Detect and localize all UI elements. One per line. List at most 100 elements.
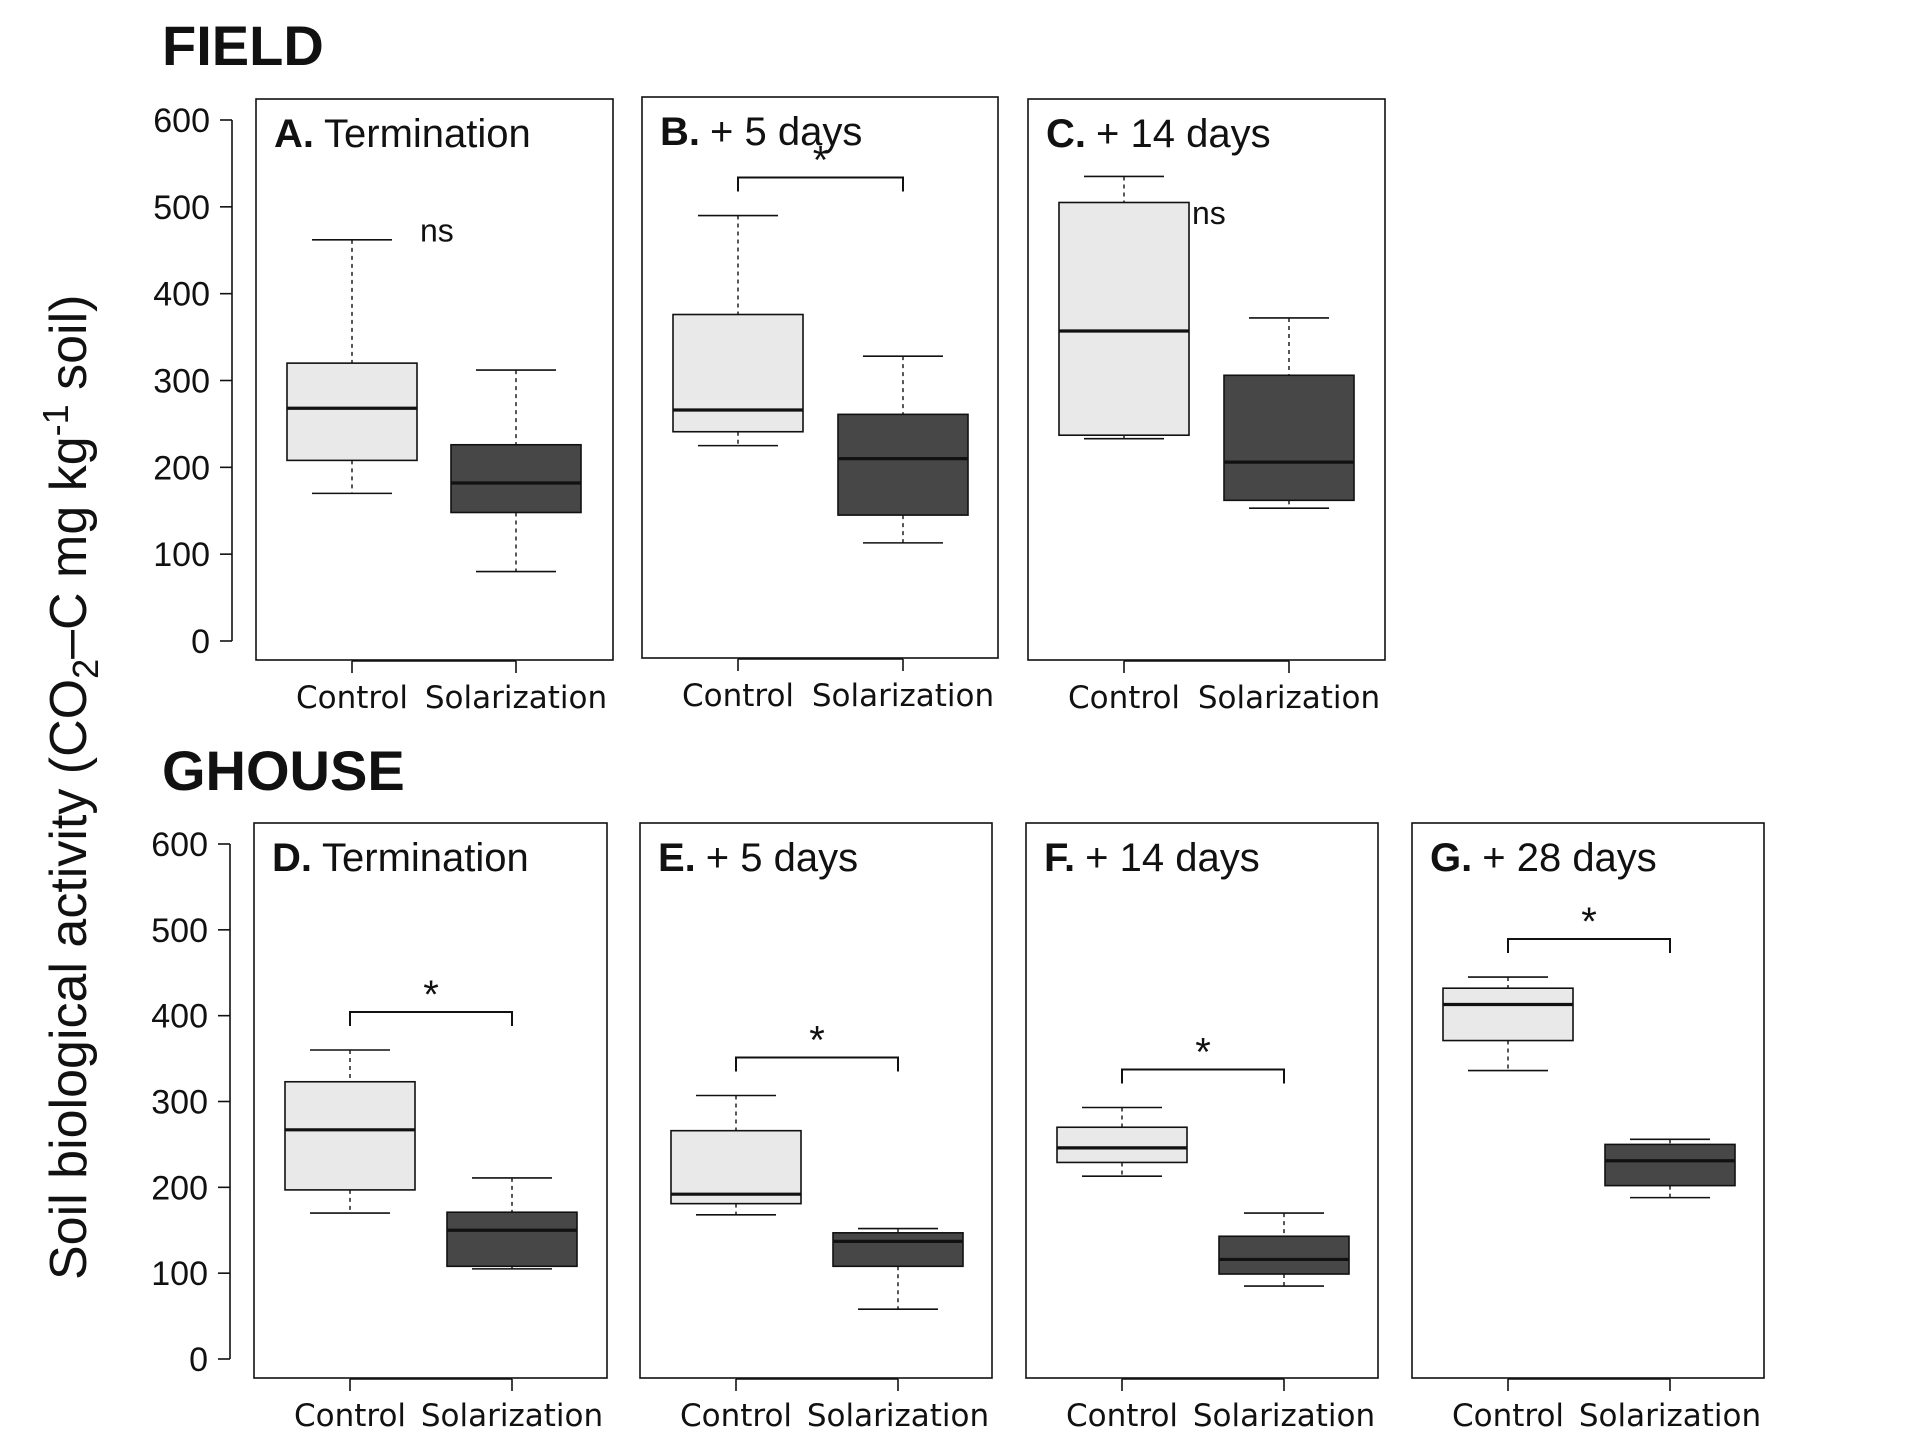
panel-g-frame	[1411, 822, 1765, 1379]
panel-b: B. + 5 days Control Solarization *	[641, 96, 999, 714]
panel-c-box-solarization	[1223, 317, 1355, 509]
panel-a-y-tick-label-300: 300	[153, 363, 210, 401]
panel-c-title-letter: C.	[1046, 112, 1086, 156]
panel-e-box-control	[670, 1094, 802, 1216]
panel-a-y-tick-label-400: 400	[153, 276, 210, 314]
panel-e-box-solarization	[832, 1227, 964, 1311]
panel-d-y-tick-label-500: 500	[151, 912, 208, 950]
panel-e-title-text: + 5 days	[706, 836, 858, 880]
panel-g-significance-bracket	[1507, 938, 1671, 954]
panel-f-x-label-control: Control	[1066, 1398, 1178, 1431]
y-axis-label-end: soil)	[40, 295, 98, 405]
panel-a-box-solarization	[450, 369, 582, 573]
panel-a: A. Termination 0 100 200 300 400 500 600 Control S…	[153, 98, 614, 716]
panel-d-y-tick-label-600: 600	[151, 826, 208, 864]
panel-d-box-control-iqr	[284, 1080, 416, 1191]
panel-d-y-tick-label-400: 400	[151, 998, 208, 1036]
panel-e-significance-label: *	[809, 1018, 825, 1062]
panel-g-title-text: + 28 days	[1482, 836, 1657, 880]
panel-a-title-letter: A.	[274, 112, 314, 156]
group-title-field: FIELD	[162, 14, 324, 77]
panel-c-title: C. + 14 days	[1046, 112, 1271, 156]
panel-f-x-label-solarization: Solarization	[1193, 1398, 1375, 1431]
panel-g-box-solarization	[1604, 1138, 1736, 1199]
panel-d-title: D. Termination	[272, 836, 529, 880]
panel-b-box-control	[672, 214, 804, 447]
panel-d-box-solarization-iqr	[446, 1211, 578, 1268]
panel-f-box-solarization-iqr	[1218, 1235, 1350, 1275]
panel-c-box-control	[1058, 175, 1190, 440]
panel-f-box-control-iqr	[1056, 1126, 1188, 1164]
group-title-ghouse: GHOUSE	[162, 739, 405, 802]
panel-b-box-control-iqr	[672, 313, 804, 433]
panel-d-y-tick-label-200: 200	[151, 1169, 208, 1207]
panel-e-significance-bracket	[735, 1056, 899, 1072]
y-axis-label: Soil biological activity (CO2–C mg kg-1 …	[35, 295, 106, 1280]
panel-d-y-tick-label-300: 300	[151, 1084, 208, 1122]
panel-g-x-label-solarization: Solarization	[1579, 1398, 1761, 1431]
panel-c-box-solarization-iqr	[1223, 374, 1355, 502]
panel-c-box-control-iqr	[1058, 201, 1190, 437]
panel-a-box-solarization-iqr	[450, 443, 582, 514]
panel-d-title-text: Termination	[322, 836, 529, 880]
panel-b-title: B. + 5 days	[660, 110, 862, 154]
panel-d-x-label-solarization: Solarization	[421, 1398, 603, 1431]
panel-c-title-text: + 14 days	[1096, 112, 1271, 156]
panel-e-frame	[639, 822, 993, 1379]
y-axis-label-sub: 2	[65, 659, 106, 679]
panel-e-box-solarization-iqr	[832, 1232, 964, 1268]
panel-f-title-text: + 14 days	[1085, 836, 1260, 880]
panel-e-x-label-solarization: Solarization	[807, 1398, 989, 1431]
panel-b-title-text: + 5 days	[710, 110, 862, 154]
panel-f-box-solarization	[1218, 1212, 1350, 1287]
panel-a-box-control	[286, 239, 418, 495]
panel-d-y-tick-label-100: 100	[151, 1255, 208, 1293]
panel-b-x-label-control: Control	[682, 678, 794, 714]
panel-d-frame	[253, 822, 608, 1379]
panel-f: F. + 14 days Control Solarization *	[1025, 822, 1379, 1431]
panel-c: C. + 14 days Control Solarization ns	[1027, 98, 1386, 716]
panel-c-x-label-solarization: Solarization	[1198, 680, 1380, 716]
panel-a-frame	[255, 98, 614, 661]
panel-e-title: E. + 5 days	[658, 836, 858, 880]
panel-b-significance-bracket	[737, 176, 904, 192]
panel-a-y-tick-label-200: 200	[153, 449, 210, 487]
panel-d: D. Termination 0 100 200 300 400 500 600 Control S…	[151, 822, 608, 1431]
panel-a-title: A. Termination	[274, 112, 531, 156]
panel-g-title-letter: G.	[1430, 836, 1472, 880]
panel-e-title-letter: E.	[658, 836, 696, 880]
panel-b-title-letter: B.	[660, 110, 700, 154]
panel-a-y-tick-label-600: 600	[153, 102, 210, 140]
panel-b-box-solarization	[837, 355, 969, 544]
panel-a-y-tick-label-0: 0	[191, 623, 210, 661]
panel-a-x-label-solarization: Solarization	[425, 680, 607, 716]
panel-a-significance-label: ns	[420, 213, 454, 249]
panel-g-title: G. + 28 days	[1430, 836, 1657, 880]
panel-a-y-tick-label-100: 100	[153, 536, 210, 574]
panel-b-significance-label: *	[813, 139, 829, 183]
panel-c-frame	[1027, 98, 1386, 661]
panel-e-box-control-iqr	[670, 1129, 802, 1205]
panel-d-significance-bracket	[349, 1011, 513, 1026]
y-axis-label-mid: –C mg kg	[40, 436, 98, 659]
panel-d-box-control	[284, 1049, 416, 1214]
panel-b-frame	[641, 96, 999, 659]
y-axis-label-main: Soil biological activity (CO	[40, 679, 98, 1280]
panel-g-x-label-control: Control	[1452, 1398, 1564, 1431]
panel-g-box-solarization-iqr	[1604, 1143, 1736, 1187]
panel-a-title-text: Termination	[324, 112, 531, 156]
panel-f-box-control	[1056, 1106, 1188, 1177]
panel-e: E. + 5 days Control Solarization *	[639, 822, 993, 1431]
panel-d-box-solarization	[446, 1177, 578, 1270]
panel-c-x-label-control: Control	[1068, 680, 1180, 716]
panel-g: G. + 28 days Control Solarization *	[1411, 822, 1765, 1431]
panel-f-significance-bracket	[1121, 1068, 1285, 1084]
panel-d-y-tick-label-0: 0	[189, 1341, 208, 1379]
panel-f-frame	[1025, 822, 1379, 1379]
panel-a-x-label-control: Control	[296, 680, 408, 716]
panel-f-title: F. + 14 days	[1044, 836, 1260, 880]
panel-g-box-control-iqr	[1442, 987, 1574, 1042]
panel-d-title-letter: D.	[272, 836, 312, 880]
